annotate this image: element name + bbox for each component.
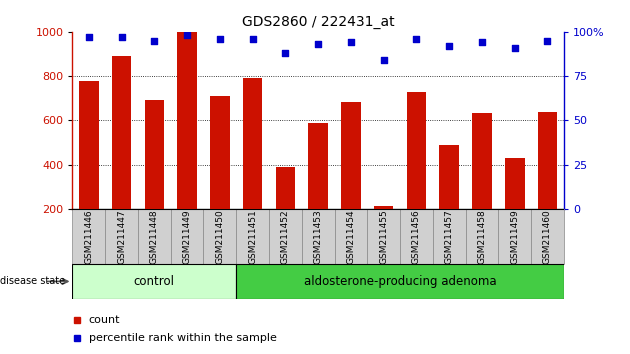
Text: aldosterone-producing adenoma: aldosterone-producing adenoma (304, 275, 496, 288)
Bar (302, 209, 335, 264)
Text: disease state: disease state (0, 276, 65, 286)
Bar (105, 209, 138, 264)
Bar (308, 122, 328, 209)
Text: GSM211451: GSM211451 (248, 209, 257, 264)
Point (84, 34, 94, 40)
Title: GDS2860 / 222431_at: GDS2860 / 222431_at (242, 16, 394, 29)
Bar (341, 102, 361, 209)
Bar (275, 167, 295, 209)
Bar (537, 112, 558, 209)
Bar (433, 209, 466, 264)
Bar (177, 32, 197, 209)
Text: GSM211450: GSM211450 (215, 209, 224, 264)
Bar (112, 56, 132, 209)
Point (379, 57, 389, 63)
Bar (269, 209, 302, 264)
Text: GSM211455: GSM211455 (379, 209, 388, 264)
Bar (374, 206, 394, 209)
Point (510, 45, 520, 51)
Bar (367, 209, 400, 264)
Text: GSM211446: GSM211446 (84, 209, 93, 264)
Bar (505, 158, 525, 209)
Point (313, 41, 323, 47)
Text: GSM211454: GSM211454 (346, 209, 355, 264)
Text: control: control (134, 275, 175, 288)
Bar (243, 78, 263, 209)
Bar (79, 81, 99, 209)
Point (117, 34, 127, 40)
Text: GSM211449: GSM211449 (183, 209, 192, 264)
Point (248, 36, 258, 42)
Bar (439, 145, 459, 209)
Text: GSM211460: GSM211460 (543, 209, 552, 264)
Point (280, 50, 290, 56)
Text: count: count (89, 315, 120, 325)
Point (215, 36, 225, 42)
Text: GSM211447: GSM211447 (117, 209, 126, 264)
Bar (531, 209, 564, 264)
Bar (203, 209, 236, 264)
Text: GSM211452: GSM211452 (281, 209, 290, 264)
Text: GSM211448: GSM211448 (150, 209, 159, 264)
Point (346, 40, 356, 45)
Bar (466, 209, 498, 264)
Bar (144, 101, 164, 209)
Bar (72, 264, 236, 299)
Bar (335, 209, 367, 264)
Point (411, 36, 421, 42)
Bar (236, 264, 564, 299)
Text: GSM211459: GSM211459 (510, 209, 519, 264)
Point (149, 38, 159, 44)
Text: GSM211458: GSM211458 (478, 209, 486, 264)
Bar (406, 92, 427, 209)
Point (444, 43, 454, 49)
Bar (72, 209, 105, 264)
Bar (498, 209, 531, 264)
Bar (138, 209, 171, 264)
Text: GSM211453: GSM211453 (314, 209, 323, 264)
Point (542, 38, 553, 44)
Text: GSM211456: GSM211456 (412, 209, 421, 264)
Bar (236, 209, 269, 264)
Point (477, 40, 487, 45)
Bar (171, 209, 203, 264)
Bar (400, 209, 433, 264)
Bar (472, 113, 492, 209)
Bar (210, 96, 230, 209)
Text: percentile rank within the sample: percentile rank within the sample (89, 333, 277, 343)
Text: GSM211457: GSM211457 (445, 209, 454, 264)
Point (182, 33, 192, 38)
